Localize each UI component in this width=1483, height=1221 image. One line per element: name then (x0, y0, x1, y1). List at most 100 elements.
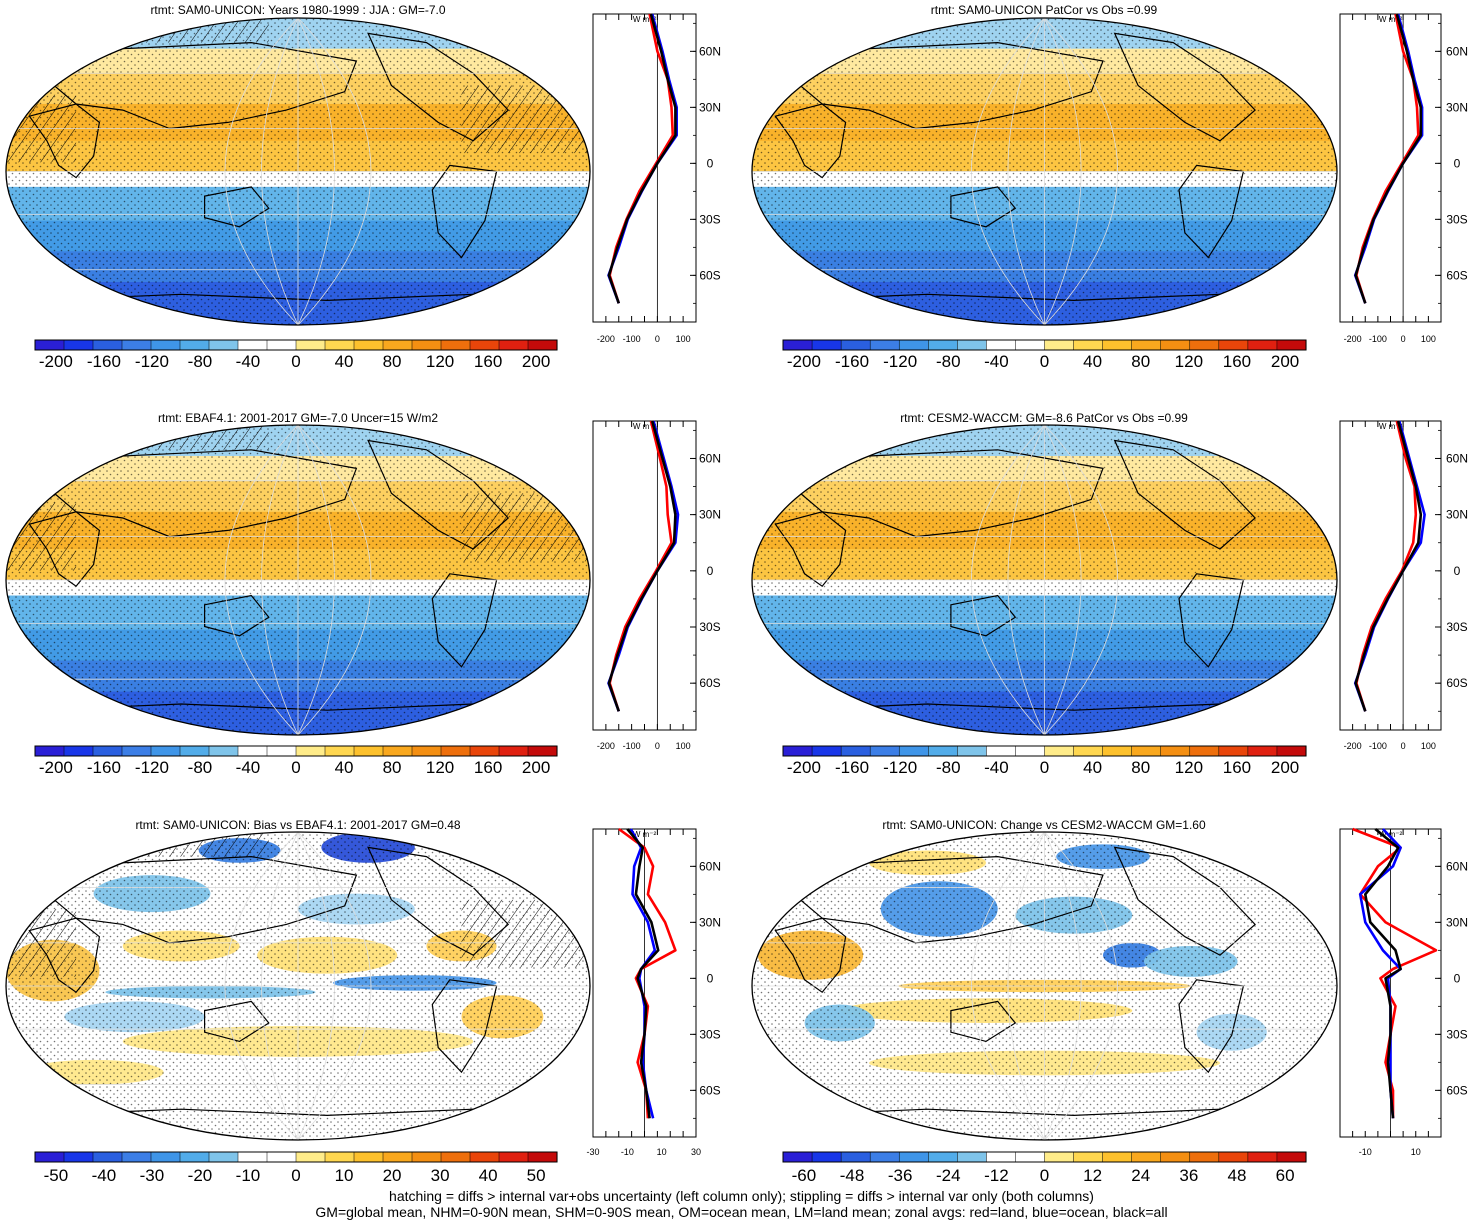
zonal-series-ocean (1353, 13, 1424, 304)
colorbar-swatch (237, 1151, 268, 1163)
zonal-x-tick-label: 0 (1401, 741, 1406, 751)
footer-line-2: GM=global mean, NHM=0-90N mean, SHM=0-90… (315, 1204, 1168, 1220)
colorbar-tick-label: -12 (984, 1166, 1009, 1185)
colorbar-swatch (34, 339, 65, 351)
colorbar-tick-label: 40 (479, 1166, 498, 1185)
zonal-x-tick-label: 10 (657, 1147, 667, 1157)
coastline (791, 449, 1104, 538)
zonal-series-land (618, 827, 677, 1119)
colorbar-swatch (440, 339, 471, 351)
colorbar-tick-label: -40 (236, 758, 261, 777)
zonal-series-all (607, 420, 677, 712)
colorbar-tick-label: 20 (383, 1166, 402, 1185)
colorbar-swatch (840, 339, 871, 351)
coastline (950, 594, 1017, 637)
colorbar-swatch (295, 745, 326, 757)
colorbar-swatch (440, 745, 471, 757)
colorbar-swatch (266, 339, 297, 351)
colorbar-swatch (498, 745, 529, 757)
colorbar-swatch (266, 1151, 297, 1163)
graticule-lon (297, 425, 372, 735)
zonal-lat-label: 0 (1454, 156, 1461, 170)
colorbar-swatch (469, 339, 500, 351)
zonal-x-tick-label: 100 (1421, 741, 1436, 751)
graticule-lon (1007, 832, 1045, 1140)
zonal-lat-label: 30S (699, 620, 720, 634)
colorbar-tick-label: -80 (936, 758, 961, 777)
colorbar-swatch (324, 745, 355, 757)
colorbar-frame (782, 1151, 1307, 1163)
colorbar-tick-label: 0 (291, 352, 300, 371)
colorbar-tick-label: 80 (1131, 352, 1150, 371)
map-field (752, 18, 1337, 325)
colorbar-tick-label: -40 (92, 1166, 117, 1185)
colorbar-swatch (1189, 1151, 1220, 1163)
colorbar-swatch (1160, 339, 1191, 351)
colorbar-tick-label: -48 (840, 1166, 865, 1185)
graticule-lon (224, 832, 299, 1140)
colorbar-swatch (92, 745, 123, 757)
colorbar-swatch (527, 339, 558, 351)
zonal-lat-label: 60N (699, 859, 721, 873)
colorbar-tick-label: -160 (87, 758, 121, 777)
colorbar-swatch (928, 1151, 958, 1163)
coastline (791, 41, 1104, 130)
zonal-series-ocean (607, 420, 680, 712)
colorbar-swatch (353, 339, 384, 351)
footer-line-1: hatching = diffs > internal var+obs unce… (389, 1188, 1094, 1204)
colorbar-swatch (353, 1151, 384, 1163)
zonal-lat-label: 0 (1454, 564, 1461, 578)
zonal-lat-label: 60S (1446, 1083, 1467, 1097)
colorbar-frame (782, 339, 1307, 351)
map-field (6, 18, 590, 325)
colorbar-tick-label: 200 (1271, 758, 1299, 777)
coastline (204, 594, 270, 637)
coastline (774, 917, 847, 994)
hatching-overlay (461, 899, 590, 968)
colorbar-frame (782, 745, 1307, 757)
graticule-lon (224, 18, 299, 325)
zonal-series-ocean (607, 13, 678, 304)
coastline (28, 917, 101, 994)
map-panel-2: -200 -160 -120 -80 -40 0 40 80 120 160 200 (751, 17, 1338, 371)
colorbar-swatch (1189, 339, 1220, 351)
colorbar-tick-label: -50 (44, 1166, 69, 1185)
colorbar-tick-label: 160 (474, 758, 502, 777)
zonal-x-tick-label: 10 (1411, 1147, 1421, 1157)
colorbar-tick-label: -40 (236, 352, 261, 371)
coastline (1113, 846, 1256, 956)
colorbar-tick-label: 80 (383, 352, 402, 371)
colorbar-swatch (295, 339, 326, 351)
coastline (367, 846, 510, 956)
colorbar-swatch (869, 745, 900, 757)
colorbar-swatch (957, 745, 987, 757)
graticule-lon (297, 18, 372, 325)
zonal-lat-label: 30S (1446, 620, 1467, 634)
colorbar-swatch (498, 1151, 529, 1163)
colorbar-tick-label: 80 (383, 758, 402, 777)
colorbar-swatch (150, 1151, 181, 1163)
zonal-x-tick-label: -100 (1369, 334, 1387, 344)
colorbar-swatch (353, 745, 384, 757)
zonal-x-tick-label: -200 (1344, 741, 1362, 751)
colorbar-tick-label: -60 (792, 1166, 817, 1185)
zonal-x-tick-label: -200 (1344, 334, 1362, 344)
colorbar-swatch (266, 745, 297, 757)
coastline (774, 511, 847, 588)
colorbar-swatch (1015, 745, 1046, 757)
coastline (774, 103, 847, 179)
colorbar-tick-label: 160 (1223, 352, 1251, 371)
coastline (367, 32, 510, 142)
colorbar-swatch (179, 745, 210, 757)
colorbar-swatch (92, 1151, 123, 1163)
colorbar-tick-label: -120 (883, 352, 917, 371)
colorbar-swatch (1160, 1151, 1191, 1163)
panel-title-5: rtmt: SAM0-UNICON: Bias vs EBAF4.1: 2001… (135, 818, 461, 832)
colorbar-swatch (840, 745, 871, 757)
zonal-lat-label: 30S (699, 1027, 720, 1041)
colorbar-swatch (782, 745, 813, 757)
colorbar-swatch (121, 1151, 152, 1163)
panel-title-6: rtmt: SAM0-UNICON: Change vs CESM2-WACCM… (882, 818, 1206, 832)
colorbar-tick-label: 40 (335, 758, 354, 777)
